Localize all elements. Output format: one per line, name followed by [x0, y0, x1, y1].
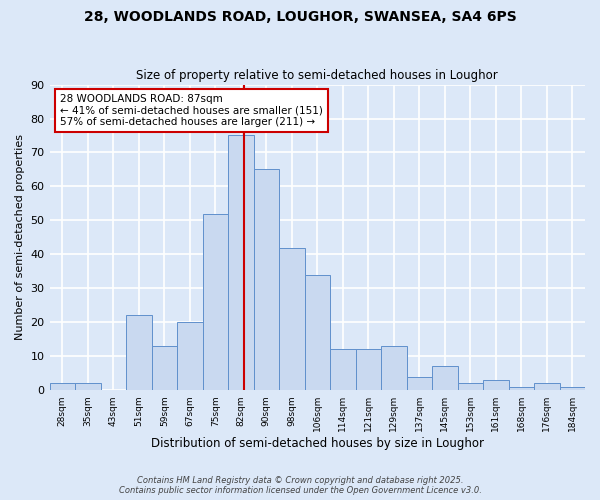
- Y-axis label: Number of semi-detached properties: Number of semi-detached properties: [15, 134, 25, 340]
- Bar: [254, 170, 279, 390]
- Bar: [305, 274, 330, 390]
- Bar: [330, 350, 356, 390]
- Bar: [203, 214, 228, 390]
- Text: Contains HM Land Registry data © Crown copyright and database right 2025.
Contai: Contains HM Land Registry data © Crown c…: [119, 476, 481, 495]
- Bar: [279, 248, 305, 390]
- Bar: [126, 316, 152, 390]
- Bar: [560, 387, 585, 390]
- Bar: [356, 350, 381, 390]
- Bar: [75, 384, 101, 390]
- Bar: [228, 136, 254, 390]
- Title: Size of property relative to semi-detached houses in Loughor: Size of property relative to semi-detach…: [136, 69, 498, 82]
- Bar: [509, 387, 534, 390]
- Bar: [407, 376, 432, 390]
- Bar: [50, 384, 75, 390]
- Bar: [152, 346, 177, 390]
- Text: 28 WOODLANDS ROAD: 87sqm
← 41% of semi-detached houses are smaller (151)
57% of : 28 WOODLANDS ROAD: 87sqm ← 41% of semi-d…: [60, 94, 323, 127]
- Bar: [381, 346, 407, 390]
- Bar: [432, 366, 458, 390]
- Bar: [177, 322, 203, 390]
- Bar: [534, 384, 560, 390]
- Bar: [483, 380, 509, 390]
- Bar: [458, 384, 483, 390]
- X-axis label: Distribution of semi-detached houses by size in Loughor: Distribution of semi-detached houses by …: [151, 437, 484, 450]
- Text: 28, WOODLANDS ROAD, LOUGHOR, SWANSEA, SA4 6PS: 28, WOODLANDS ROAD, LOUGHOR, SWANSEA, SA…: [83, 10, 517, 24]
